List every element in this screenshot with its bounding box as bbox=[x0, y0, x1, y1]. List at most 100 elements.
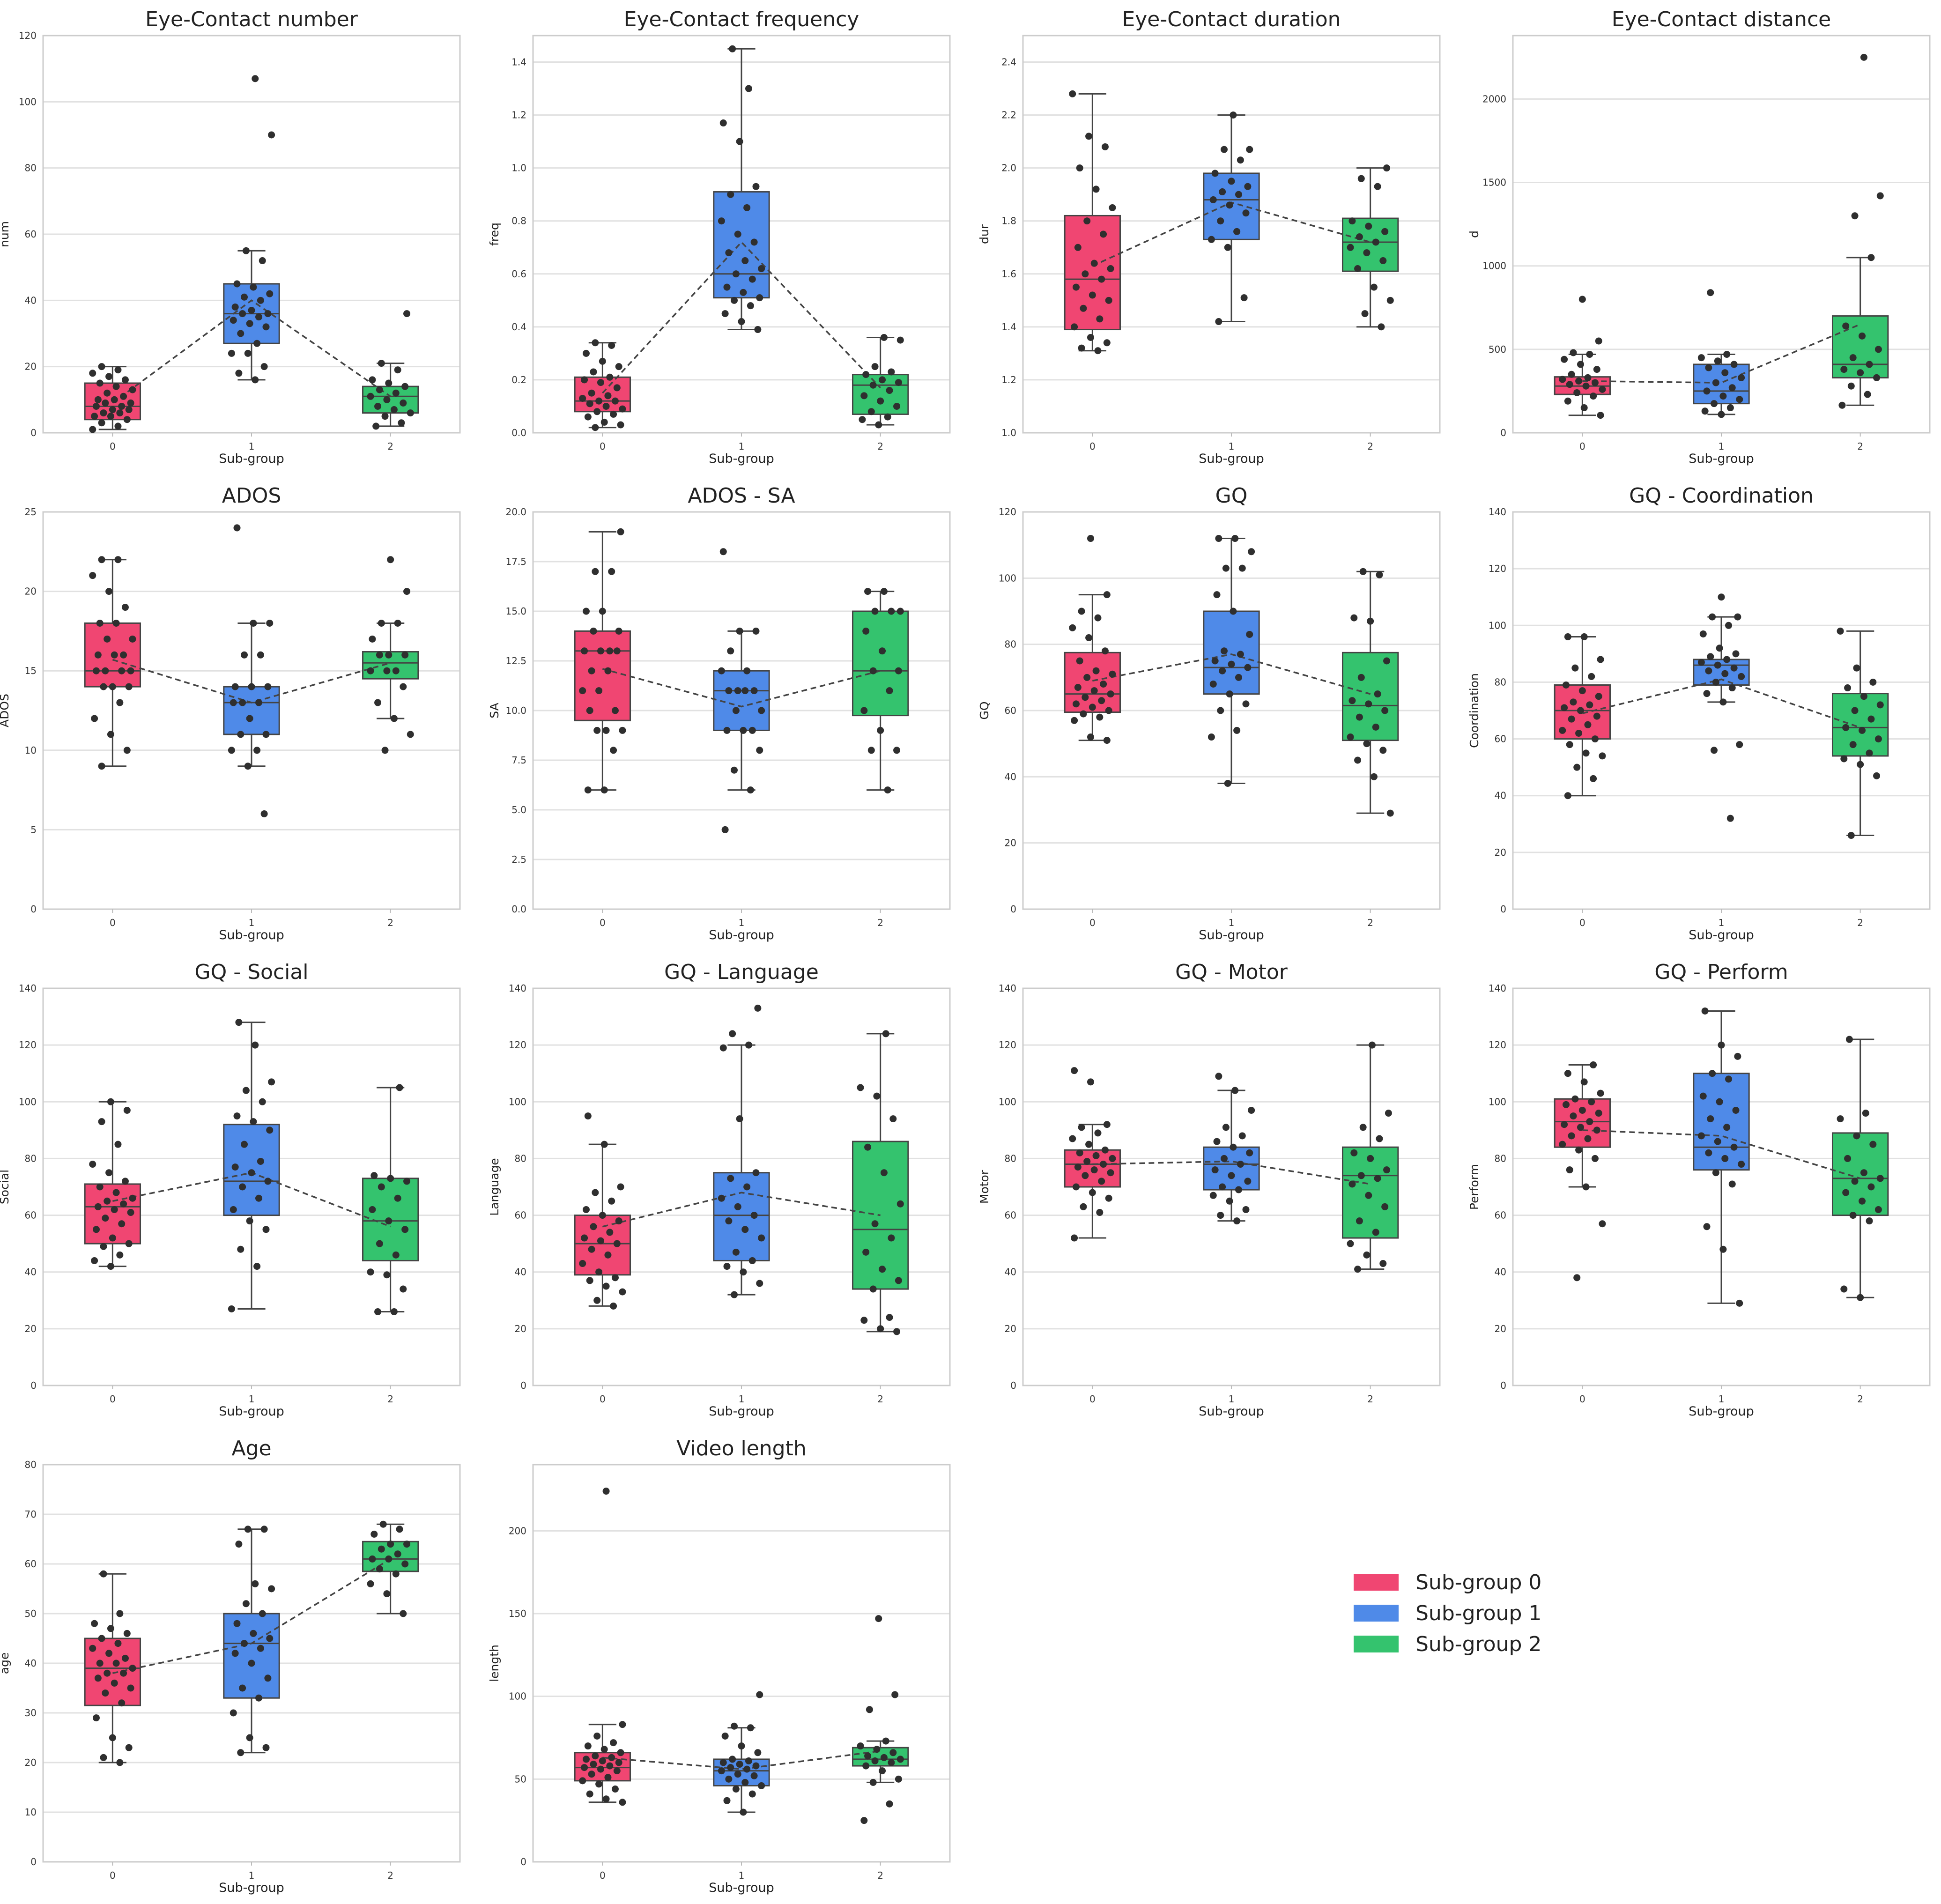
data-point bbox=[579, 687, 586, 695]
data-point bbox=[1370, 283, 1378, 291]
data-point bbox=[255, 1694, 262, 1702]
data-point bbox=[871, 608, 879, 615]
data-point bbox=[266, 1126, 274, 1134]
data-point bbox=[1087, 333, 1094, 341]
data-point bbox=[1215, 1073, 1222, 1080]
data-point bbox=[392, 1570, 400, 1578]
data-point bbox=[740, 289, 747, 296]
y-tick-label: 10.0 bbox=[505, 705, 526, 716]
data-point bbox=[111, 1206, 118, 1213]
y-tick-label: 60 bbox=[1005, 705, 1016, 716]
mean-trend-line bbox=[1092, 653, 1371, 695]
data-point bbox=[1096, 713, 1104, 721]
data-point bbox=[253, 340, 261, 347]
x-axis-label: Sub-group bbox=[219, 452, 284, 466]
data-point bbox=[116, 1610, 124, 1617]
data-point bbox=[400, 399, 407, 407]
data-point bbox=[1244, 1178, 1252, 1185]
data-point bbox=[1215, 535, 1222, 542]
data-point bbox=[1697, 659, 1705, 666]
data-point bbox=[1082, 694, 1089, 701]
y-tick-label: 2.2 bbox=[1001, 110, 1016, 121]
y-tick-label: 1.6 bbox=[1001, 268, 1016, 280]
data-point bbox=[246, 320, 253, 327]
data-point bbox=[109, 683, 116, 690]
data-point bbox=[1721, 670, 1729, 677]
data-point bbox=[748, 1257, 756, 1264]
data-point bbox=[109, 1234, 116, 1242]
x-tick-label: 0 bbox=[110, 1393, 116, 1405]
data-point bbox=[1372, 723, 1379, 731]
data-point bbox=[376, 386, 383, 393]
subplot-2: 1.0 1.2 1.4 1.6 1.8 2.0 2.2 2.4 0 1 2 Sub-group dur E… bbox=[978, 7, 1441, 466]
data-point bbox=[1714, 357, 1721, 365]
data-point bbox=[595, 397, 603, 405]
data-point bbox=[264, 1178, 272, 1185]
data-point bbox=[604, 667, 612, 674]
data-point bbox=[255, 1194, 262, 1202]
y-tick-label: 0 bbox=[30, 904, 37, 915]
x-tick-label: 0 bbox=[1089, 1393, 1096, 1405]
data-point bbox=[1226, 1197, 1233, 1205]
y-tick-label: 0 bbox=[520, 1856, 526, 1867]
data-point bbox=[719, 1759, 727, 1766]
data-point bbox=[230, 1709, 237, 1717]
data-point bbox=[266, 1635, 274, 1642]
data-point bbox=[369, 1206, 376, 1213]
data-point bbox=[100, 1754, 107, 1761]
y-tick-label: 1.0 bbox=[511, 163, 526, 174]
x-tick-label: 0 bbox=[110, 441, 116, 452]
data-point bbox=[378, 619, 385, 627]
data-point bbox=[595, 1780, 603, 1788]
data-point bbox=[1580, 404, 1588, 412]
data-point bbox=[111, 396, 118, 403]
data-point bbox=[860, 1317, 868, 1324]
box-group-1 bbox=[713, 1044, 770, 1296]
data-point bbox=[1069, 1135, 1076, 1142]
data-point bbox=[1228, 1172, 1235, 1179]
data-point bbox=[114, 556, 122, 563]
data-point bbox=[385, 1555, 393, 1563]
data-point bbox=[1847, 832, 1855, 839]
subplot-5: 0.0 2.5 5.0 7.5 10.0 12.5 15.0 17.5 20.0 0 1 2 Sub-g… bbox=[488, 484, 951, 942]
data-point bbox=[369, 1555, 376, 1563]
data-point bbox=[1851, 212, 1859, 220]
data-point bbox=[1716, 1098, 1723, 1105]
data-point bbox=[1386, 809, 1394, 817]
data-point bbox=[593, 726, 601, 734]
y-axis-label: Motor bbox=[978, 1170, 991, 1204]
data-point bbox=[116, 409, 124, 417]
data-point bbox=[1233, 726, 1241, 734]
data-point bbox=[94, 396, 102, 403]
data-point bbox=[1094, 614, 1102, 622]
x-tick-label: 1 bbox=[249, 1870, 255, 1881]
data-point bbox=[617, 528, 624, 535]
data-point bbox=[1381, 1203, 1389, 1210]
data-point bbox=[1575, 378, 1583, 385]
data-point bbox=[597, 1765, 604, 1773]
legend-label-subgroup-2: Sub-group 2 bbox=[1415, 1632, 1542, 1656]
data-point bbox=[1376, 1135, 1383, 1142]
data-point bbox=[1707, 653, 1714, 660]
data-point bbox=[1231, 535, 1239, 542]
data-point bbox=[1860, 53, 1867, 61]
data-point bbox=[1224, 779, 1231, 787]
data-point bbox=[1566, 1166, 1573, 1174]
x-axis-label: Sub-group bbox=[1199, 928, 1264, 942]
data-point bbox=[604, 392, 612, 400]
data-point bbox=[1100, 1161, 1107, 1168]
data-point bbox=[1363, 249, 1371, 257]
data-point bbox=[383, 396, 391, 403]
data-point bbox=[1723, 351, 1731, 358]
y-tick-label: 20 bbox=[515, 1323, 526, 1334]
y-axis-label: age bbox=[0, 1652, 11, 1674]
data-point bbox=[877, 1325, 884, 1333]
data-point bbox=[747, 302, 754, 310]
data-point bbox=[893, 1328, 901, 1335]
data-point bbox=[1224, 244, 1231, 251]
data-point bbox=[1864, 391, 1871, 398]
box-iqr bbox=[574, 630, 631, 721]
chart-title: GQ bbox=[1215, 484, 1248, 508]
data-point bbox=[407, 731, 414, 738]
data-point bbox=[1853, 664, 1860, 672]
